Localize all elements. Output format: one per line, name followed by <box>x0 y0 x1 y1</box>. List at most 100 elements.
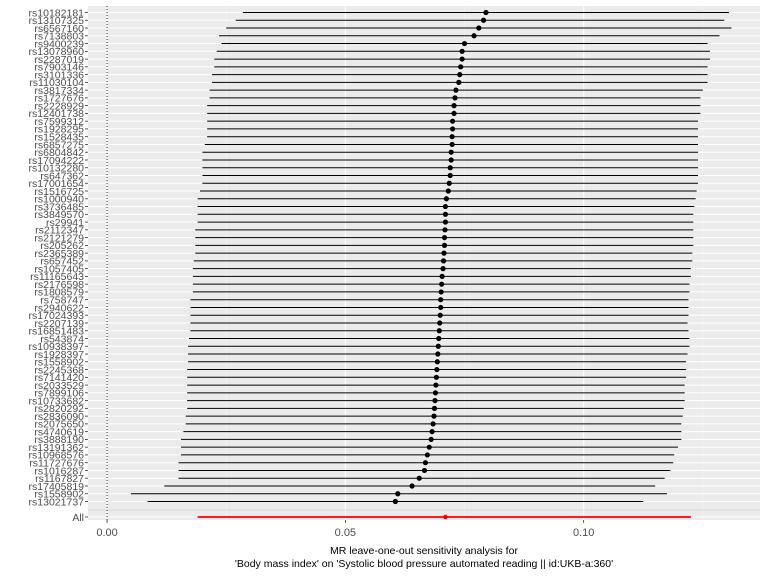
snp-estimate-point <box>392 498 399 505</box>
snp-estimate-point <box>416 475 422 481</box>
y-tick-label: rs3101336 <box>34 69 84 81</box>
y-tick-label: rs2245368 <box>34 364 84 376</box>
y-tick-label: rs17094222 <box>29 155 85 167</box>
y-tick-label: rs657452 <box>40 256 84 268</box>
snp-estimate-point <box>426 444 432 450</box>
y-tick-label: rs13021737 <box>29 496 85 508</box>
snp-estimate-point <box>434 359 440 365</box>
y-tick-label: rs1928397 <box>34 349 84 361</box>
y-tick-label: rs6857275 <box>34 139 84 151</box>
snp-estimate-point <box>442 227 448 233</box>
y-tick-label: rs1808579 <box>34 287 84 299</box>
snp-estimate-point <box>432 390 439 396</box>
snp-estimate-point <box>445 188 451 194</box>
y-tick-label: rs2112347 <box>35 225 84 237</box>
y-tick-label: All <box>72 512 84 524</box>
snp-estimate-point <box>457 71 463 78</box>
snp-estimate-point <box>428 436 434 443</box>
snp-estimate-point <box>458 64 464 70</box>
snp-estimate-point <box>442 203 449 210</box>
snp-estimate-point <box>438 297 444 303</box>
snp-estimate-point <box>442 211 449 217</box>
x-tick-label: 0.10 <box>573 527 594 539</box>
y-tick-label: rs2365389 <box>34 248 84 260</box>
y-tick-label: rs6567160 <box>34 23 84 35</box>
snp-estimate-point <box>441 250 447 256</box>
y-tick-label: rs2075650 <box>34 419 84 431</box>
y-tick-label: rs1057405 <box>34 263 84 275</box>
snp-estimate-point <box>435 343 441 349</box>
y-tick-label: rs1516725 <box>34 186 84 198</box>
snp-estimate-point <box>452 95 458 101</box>
y-tick-label: rs6804842 <box>34 147 84 159</box>
panel-background <box>88 6 760 520</box>
y-tick-label: rs1016287 <box>34 465 84 477</box>
y-tick-label: rs11165643 <box>30 271 84 283</box>
y-tick-label: rs2287019 <box>34 54 84 66</box>
snp-estimate-point <box>446 180 452 186</box>
y-tick-label: rs2121279 <box>34 232 84 244</box>
snp-estimate-point <box>449 118 456 124</box>
snp-estimate-point <box>451 110 457 117</box>
y-tick-label: rs10182181 <box>29 7 85 19</box>
snp-estimate-point <box>447 165 453 171</box>
y-tick-label: rs7138803 <box>34 31 84 43</box>
snp-estimate-point <box>438 304 444 311</box>
snp-estimate-point <box>433 374 439 380</box>
y-tick-label: rs7599312 <box>34 116 84 128</box>
y-tick-label: rs16851483 <box>29 326 85 338</box>
y-tick-label: rs3817334 <box>34 85 84 97</box>
snp-estimate-point <box>409 483 415 489</box>
snp-estimate-point <box>421 467 428 474</box>
y-tick-label: rs11030104 <box>29 77 84 89</box>
y-tick-label: rs3849570 <box>34 209 84 221</box>
y-tick-label: rs12401738 <box>29 108 85 120</box>
snp-estimate-point <box>439 281 445 287</box>
y-tick-label: rs1167827 <box>35 473 84 485</box>
y-tick-label: rs9400239 <box>34 38 84 50</box>
snp-estimate-point <box>459 48 465 54</box>
snp-estimate-point <box>448 149 454 155</box>
y-tick-label: rs17001654 <box>29 178 85 190</box>
y-tick-label: rs1558902 <box>34 357 84 369</box>
snp-estimate-point <box>456 79 462 85</box>
snp-estimate-point <box>439 273 445 280</box>
snp-estimate-point <box>459 56 465 62</box>
x-tick-label: 0.00 <box>96 527 117 539</box>
snp-estimate-point <box>440 258 447 264</box>
x-tick-label: 0.05 <box>335 527 356 539</box>
y-tick-label: rs4740619 <box>34 426 84 438</box>
snp-estimate-point <box>422 460 429 466</box>
y-tick-label: rs758747 <box>40 294 84 306</box>
snp-estimate-point <box>480 17 487 23</box>
y-tick-label: rs29941 <box>46 217 84 229</box>
snp-estimate-point <box>395 491 401 497</box>
x-axis-title-line2: 'Body mass index' on 'Systolic blood pre… <box>235 558 613 570</box>
series-layer <box>130 9 732 520</box>
y-tick-label: rs205262 <box>40 240 84 252</box>
y-tick-label: rs1727676 <box>34 93 84 105</box>
snp-estimate-point <box>449 141 455 148</box>
snp-estimate-point <box>442 219 449 225</box>
y-tick-label: rs13191362 <box>29 442 85 454</box>
y-tick-label: rs7899106 <box>34 388 84 400</box>
y-tick-label: rs2033529 <box>34 380 84 392</box>
snp-estimate-point <box>436 328 442 334</box>
snp-estimate-point <box>441 242 448 248</box>
snp-estimate-point <box>429 429 435 435</box>
snp-estimate-point <box>437 320 443 326</box>
y-tick-label: rs10968576 <box>29 450 85 462</box>
y-tick-label: rs1000940 <box>34 194 84 206</box>
y-tick-label: rs10132280 <box>29 163 85 175</box>
y-tick-labels: rs10182181rs13107325rs6567160rs7138803rs… <box>29 7 88 524</box>
x-axis-title-line1: MR leave-one-out sensitivity analysis fo… <box>330 545 518 557</box>
y-tick-label: rs3888190 <box>34 434 84 446</box>
y-tick-label: rs1928295 <box>34 124 84 136</box>
y-tick-label: rs2940622 <box>34 302 84 314</box>
y-tick-label: rs3736485 <box>34 201 84 213</box>
x-tick-labels: 0.00 0.05 0.10 <box>96 520 594 539</box>
snp-estimate-point <box>431 413 437 419</box>
snp-estimate-point <box>449 126 456 132</box>
